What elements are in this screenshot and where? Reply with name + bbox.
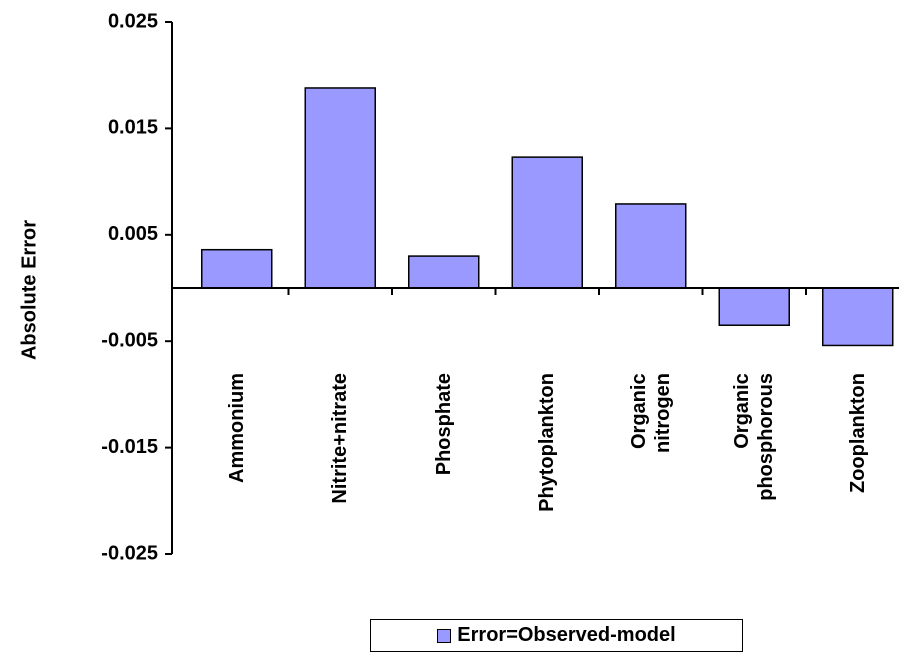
bar: [822, 287, 894, 347]
y-tick-label: -0.015: [101, 436, 158, 458]
bar: [201, 248, 273, 289]
y-axis-title: Absolute Error: [18, 220, 40, 360]
x-tick-label: Nitrite+nitrate: [329, 373, 352, 504]
bar: [408, 255, 480, 289]
x-tick-label: Ammonium: [225, 373, 248, 483]
x-tick-label: Organic nitrogen: [627, 373, 674, 453]
y-tick-label: 0.015: [108, 117, 158, 139]
bar: [304, 87, 376, 289]
bar: [615, 203, 687, 289]
legend-key: [437, 628, 452, 643]
y-tick-label: -0.025: [101, 542, 158, 564]
legend: Error=Observed-model: [370, 619, 743, 652]
bar: [511, 156, 583, 289]
bar: [718, 287, 790, 326]
x-tick-label: Phosphate: [432, 373, 455, 476]
legend-label: Error=Observed-model: [457, 624, 676, 646]
y-tick-label: 0.005: [108, 223, 158, 245]
y-tick-label: -0.005: [101, 329, 158, 351]
x-tick-label: Organic phosphorous: [731, 373, 778, 501]
x-tick-label: Phytoplankton: [536, 373, 559, 512]
x-tick-label: Zooplankton: [846, 373, 869, 493]
y-tick-label: 0.025: [108, 10, 158, 32]
